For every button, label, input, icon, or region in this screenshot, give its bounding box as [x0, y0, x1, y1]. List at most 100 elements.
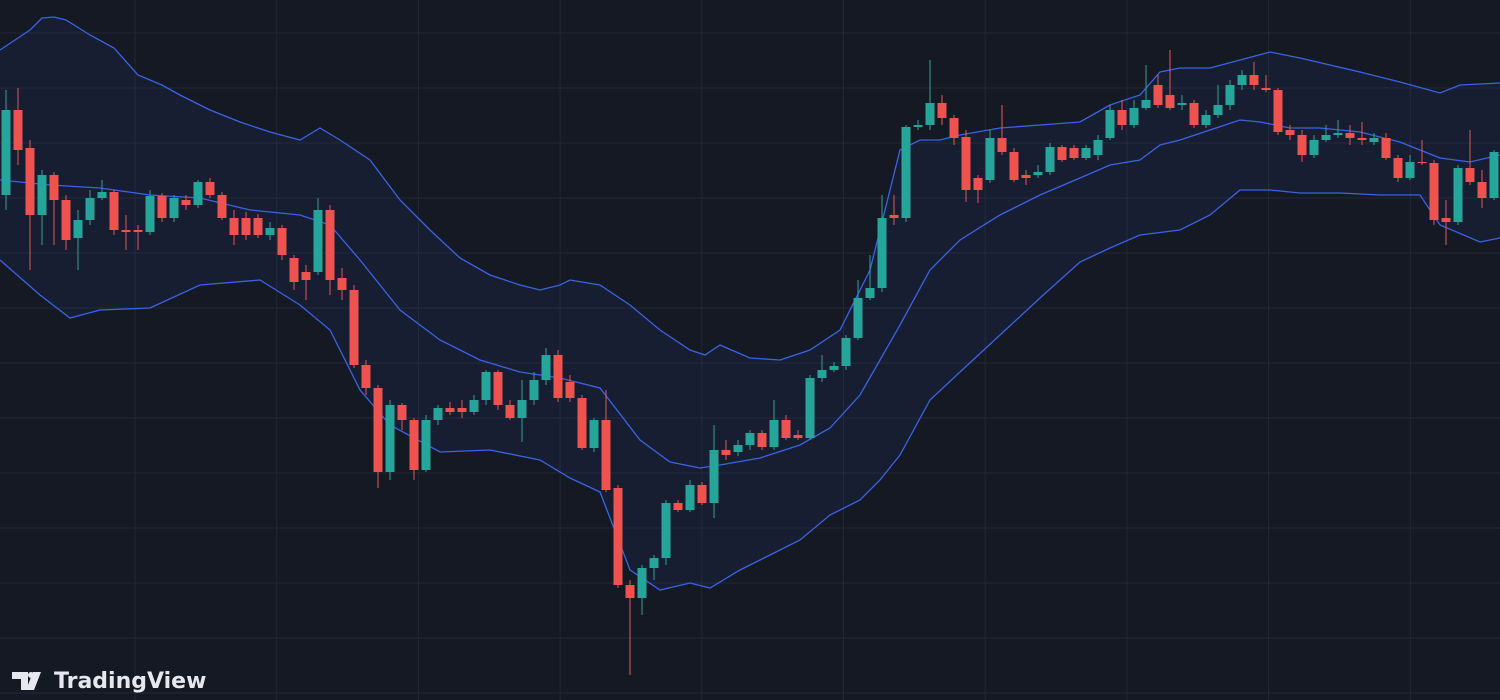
candle-body: [253, 218, 263, 235]
candle-body: [109, 192, 119, 230]
candle-body: [601, 420, 611, 490]
logo: TradingView: [12, 669, 206, 694]
upper-band-line: [0, 16, 1500, 361]
candle-body: [409, 420, 419, 470]
band-fill: [0, 17, 1500, 590]
candle-body: [961, 137, 971, 190]
candle-body: [1321, 135, 1331, 140]
candle-body: [1081, 148, 1091, 158]
candle-body: [25, 148, 35, 215]
candle-body: [733, 445, 743, 452]
candle-body: [481, 372, 491, 400]
candle-body: [37, 175, 47, 215]
candle-body: [1309, 140, 1319, 155]
candle-body: [445, 408, 455, 412]
candle-body: [877, 218, 887, 288]
candle-body: [505, 405, 515, 418]
candle-body: [745, 433, 755, 445]
candle-body: [289, 258, 299, 282]
candle-body: [1153, 85, 1163, 105]
candle-body: [1141, 100, 1151, 108]
candle-body: [385, 405, 395, 472]
candle-body: [1441, 218, 1451, 222]
candle-body: [433, 408, 443, 420]
candle-body: [493, 372, 503, 405]
candle-body: [889, 215, 899, 218]
candle-body: [817, 370, 827, 378]
candle-body: [685, 485, 695, 510]
candle-body: [1273, 90, 1283, 132]
candle-body: [1417, 162, 1427, 163]
candle-body: [61, 200, 71, 240]
candle-body: [553, 355, 563, 398]
candle-body: [661, 503, 671, 558]
candle-body: [853, 298, 863, 338]
candle-body: [85, 198, 95, 220]
candle-body: [337, 278, 347, 290]
candle-body: [73, 220, 83, 238]
candle-body: [457, 408, 467, 412]
candle-body: [1201, 115, 1211, 125]
candle-body: [589, 420, 599, 448]
candle-body: [325, 210, 335, 280]
candle-body: [181, 200, 191, 205]
candle-body: [829, 366, 839, 370]
candle-body: [865, 288, 875, 298]
candle-body: [709, 450, 719, 503]
candle-body: [1189, 103, 1199, 125]
candle-body: [1261, 88, 1271, 90]
candle-body: [1429, 163, 1439, 220]
candle-body: [1237, 75, 1247, 85]
logo-dot: [28, 672, 34, 678]
candle-body: [985, 138, 995, 180]
candles: [1, 50, 1499, 675]
candle-body: [1489, 152, 1499, 198]
candle-body: [229, 218, 239, 235]
candle-body: [1021, 175, 1031, 178]
candle-body: [13, 110, 23, 150]
candle-body: [529, 380, 539, 400]
candle-body: [1129, 108, 1139, 125]
candle-body: [517, 400, 527, 418]
candle-body: [277, 228, 287, 255]
candle-body: [217, 195, 227, 218]
candle-body: [1465, 168, 1475, 182]
candle-body: [1225, 85, 1235, 105]
candle-body: [1369, 138, 1379, 142]
candle-body: [673, 503, 683, 510]
candle-body: [1477, 182, 1487, 198]
watermark: TradingView: [54, 669, 206, 694]
candle-body: [469, 400, 479, 412]
candle-body: [1009, 152, 1019, 180]
candle-body: [1333, 133, 1343, 135]
candle-body: [1, 110, 11, 195]
candle-body: [241, 218, 251, 235]
candle-body: [1393, 158, 1403, 178]
candle-body: [805, 378, 815, 438]
bollinger-bands: [0, 16, 1500, 591]
logo-mark: [12, 672, 41, 690]
candle-body: [169, 198, 179, 218]
candle-body: [205, 182, 215, 195]
candle-body: [757, 433, 767, 447]
candle-body: [721, 450, 731, 455]
candle-body: [313, 210, 323, 272]
candle-body: [637, 568, 647, 598]
candle-body: [133, 230, 143, 232]
candle-body: [193, 182, 203, 205]
candle-body: [1345, 133, 1355, 138]
candle-body: [1453, 168, 1463, 222]
candle-body: [1057, 147, 1067, 160]
candle-body: [265, 228, 275, 235]
lower-band-line: [0, 189, 1500, 591]
candle-body: [841, 338, 851, 366]
candle-body: [1045, 147, 1055, 172]
candle-body: [1165, 95, 1175, 108]
candle-body: [301, 272, 311, 280]
candle-body: [1381, 138, 1391, 158]
candle-body: [49, 175, 59, 200]
candle-body: [781, 420, 791, 438]
candle-body: [541, 355, 551, 380]
